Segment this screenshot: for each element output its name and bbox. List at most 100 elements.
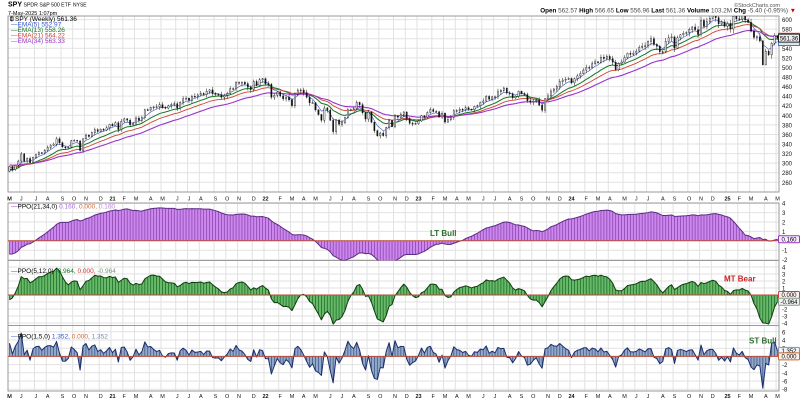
svg-text:J: J <box>35 197 38 203</box>
svg-text:4: 4 <box>782 339 786 345</box>
svg-text:21: 21 <box>109 197 115 203</box>
svg-text:F: F <box>585 394 589 400</box>
svg-text:M: M <box>313 197 318 203</box>
svg-text:25: 25 <box>724 394 730 400</box>
svg-text:-2: -2 <box>782 258 788 264</box>
svg-text:4: 4 <box>782 202 786 208</box>
svg-text:M: M <box>596 197 601 203</box>
svg-text:—PPO(1,5,0) 1.352, 0.000, 1.35: —PPO(1,5,0) 1.352, 0.000, 1.352 <box>11 333 108 340</box>
svg-text:F: F <box>432 197 436 203</box>
svg-text:S: S <box>520 394 524 400</box>
svg-text:F: F <box>123 394 127 400</box>
svg-text:J: J <box>341 197 344 203</box>
svg-text:M: M <box>622 394 627 400</box>
svg-text:—PPO(5,12,0) -0.964, 0.000, -0: —PPO(5,12,0) -0.964, 0.000, -0.964 <box>11 268 116 275</box>
svg-text:460: 460 <box>782 85 793 91</box>
svg-text:M: M <box>622 197 627 203</box>
svg-text:S: S <box>673 394 677 400</box>
svg-text:D: D <box>558 197 562 203</box>
svg-text:260: 260 <box>782 181 793 187</box>
svg-text:M: M <box>7 394 12 400</box>
svg-text:LT Bull: LT Bull <box>430 229 457 238</box>
svg-text:280: 280 <box>782 171 793 177</box>
svg-text:D: D <box>711 394 715 400</box>
svg-text:SPY (Weekly) 561.36: SPY (Weekly) 561.36 <box>15 16 77 23</box>
svg-text:—EMA(21) 564.22: —EMA(21) 564.22 <box>11 32 65 39</box>
svg-text:O: O <box>72 197 77 203</box>
svg-text:D: D <box>405 197 409 203</box>
svg-text:D: D <box>711 197 715 203</box>
svg-text:D: D <box>405 394 409 400</box>
svg-text:D: D <box>252 394 256 400</box>
svg-text:D: D <box>99 394 103 400</box>
svg-text:M: M <box>466 197 471 203</box>
svg-text:©StockCharts.com: ©StockCharts.com <box>734 2 780 9</box>
svg-text:24: 24 <box>568 197 575 203</box>
svg-text:23: 23 <box>415 394 421 400</box>
svg-text:360: 360 <box>782 133 793 139</box>
svg-text:D: D <box>558 394 562 400</box>
svg-text:N: N <box>237 394 241 400</box>
svg-text:A: A <box>302 197 306 203</box>
svg-text:M: M <box>596 394 601 400</box>
svg-text:M: M <box>7 197 12 203</box>
svg-text:N: N <box>546 197 550 203</box>
svg-text:M: M <box>160 197 165 203</box>
svg-text:M: M <box>7 197 12 203</box>
svg-text:A: A <box>661 394 665 400</box>
svg-text:J: J <box>188 197 191 203</box>
svg-text:M: M <box>290 394 295 400</box>
svg-text:Open 562.57 High 566.65 Low 55: Open 562.57 High 566.65 Low 556.96 Last … <box>540 8 796 15</box>
svg-text:23: 23 <box>415 197 421 203</box>
svg-text:SPDR S&P 500 ETF: SPDR S&P 500 ETF <box>24 3 71 9</box>
svg-text:O: O <box>531 197 536 203</box>
svg-text:A: A <box>608 197 612 203</box>
svg-text:J: J <box>482 197 485 203</box>
svg-text:M: M <box>160 394 165 400</box>
svg-text:J: J <box>482 394 485 400</box>
svg-text:320: 320 <box>782 152 793 158</box>
svg-text:A: A <box>764 197 768 203</box>
svg-text:-8: -8 <box>782 388 788 394</box>
svg-text:MT Bear: MT Bear <box>724 275 756 284</box>
svg-text:D: D <box>252 197 256 203</box>
svg-text:380: 380 <box>782 123 793 129</box>
svg-text:S: S <box>214 394 218 400</box>
svg-text:J: J <box>35 394 38 400</box>
svg-text:J: J <box>176 197 179 203</box>
svg-text:M: M <box>290 197 295 203</box>
svg-text:0.000: 0.000 <box>781 293 797 299</box>
svg-text:M: M <box>134 394 139 400</box>
svg-text:A: A <box>455 394 459 400</box>
svg-text:N: N <box>393 394 397 400</box>
svg-text:22: 22 <box>262 394 268 400</box>
svg-text:M: M <box>443 197 448 203</box>
svg-text:-6: -6 <box>782 380 788 386</box>
svg-text:A: A <box>302 394 306 400</box>
svg-text:O: O <box>687 197 692 203</box>
svg-text:0.160: 0.160 <box>781 238 797 244</box>
svg-text:A: A <box>352 197 356 203</box>
svg-text:M: M <box>775 197 780 203</box>
svg-text:F: F <box>738 394 742 400</box>
svg-text:A: A <box>508 394 512 400</box>
svg-text:F: F <box>123 197 127 203</box>
svg-text:-1: -1 <box>782 249 788 255</box>
svg-text:520: 520 <box>782 56 793 62</box>
svg-text:S: S <box>673 197 677 203</box>
svg-text:500: 500 <box>782 66 793 72</box>
svg-text:O: O <box>72 394 77 400</box>
svg-text:J: J <box>647 394 650 400</box>
svg-text:2: 2 <box>782 280 786 286</box>
svg-text:J: J <box>176 394 179 400</box>
svg-text:A: A <box>199 394 203 400</box>
svg-text:N: N <box>699 197 703 203</box>
svg-text:4: 4 <box>782 266 786 272</box>
svg-text:6: 6 <box>782 330 786 336</box>
svg-text:340: 340 <box>782 143 793 149</box>
svg-text:A: A <box>661 197 665 203</box>
svg-text:—EMA(34) 563.33: —EMA(34) 563.33 <box>11 38 65 45</box>
svg-text:A: A <box>149 394 153 400</box>
svg-text:A: A <box>46 197 50 203</box>
svg-text:J: J <box>341 394 344 400</box>
